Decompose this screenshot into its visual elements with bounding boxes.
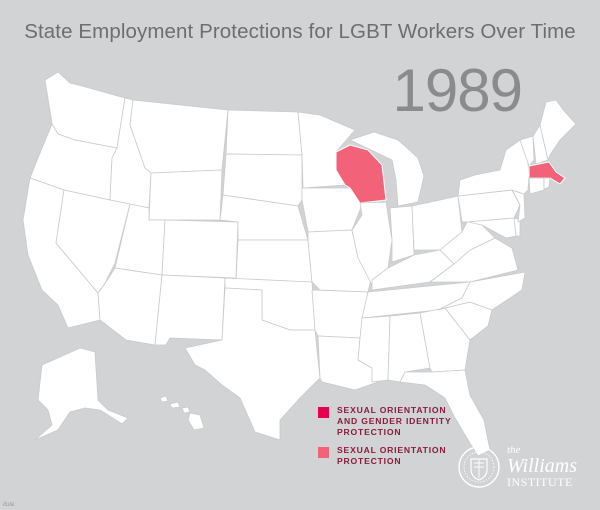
state-maine bbox=[539, 99, 577, 161]
state-hawaii bbox=[159, 395, 205, 431]
state-florida bbox=[399, 369, 491, 457]
legend-item-sexual-orientation: SEXUAL ORIENTATION PROTECTION bbox=[318, 445, 467, 467]
legend-item-gender-identity: SEXUAL ORIENTATION AND GENDER IDENTITY P… bbox=[318, 405, 467, 438]
state-north-carolina bbox=[437, 271, 526, 311]
state-arizona bbox=[97, 267, 163, 346]
state-indiana bbox=[389, 205, 415, 263]
state-maryland bbox=[467, 217, 517, 239]
brand-institute: INSTITUTE bbox=[507, 475, 573, 489]
map-title: State Employment Protections for LGBT Wo… bbox=[24, 20, 576, 43]
state-connecticut bbox=[528, 177, 545, 195]
state-arkansas bbox=[311, 289, 369, 339]
brand-name: Williams bbox=[507, 455, 578, 477]
state-wisconsin bbox=[335, 144, 387, 204]
state-colorado bbox=[161, 219, 239, 279]
legend-swatch bbox=[318, 407, 329, 418]
legend-label: SEXUAL ORIENTATION AND GENDER IDENTITY P… bbox=[337, 405, 452, 437]
state-texas bbox=[184, 287, 321, 441]
state-montana bbox=[129, 99, 229, 174]
state-new-york bbox=[457, 139, 530, 197]
seal-icon bbox=[458, 446, 500, 488]
legend-swatch bbox=[318, 447, 329, 458]
state-new-mexico bbox=[154, 274, 226, 346]
state-nevada bbox=[55, 189, 131, 294]
year-label: 1989 bbox=[392, 57, 523, 124]
state-wyoming bbox=[148, 169, 223, 221]
state-iowa bbox=[301, 187, 363, 233]
brand-the: the bbox=[507, 444, 521, 456]
state-north-dakota bbox=[225, 109, 303, 156]
state-vermont bbox=[519, 135, 535, 167]
state-michigan bbox=[349, 131, 425, 207]
corner-text: itute bbox=[3, 502, 15, 508]
state-west-virginia bbox=[439, 219, 496, 265]
williams-institute-logo: the Williams INSTITUTE bbox=[457, 445, 577, 489]
brand-text: the Williams INSTITUTE bbox=[507, 445, 577, 489]
legend: SEXUAL ORIENTATION AND GENDER IDENTITY P… bbox=[318, 405, 467, 474]
state-rhode-island bbox=[543, 177, 551, 190]
state-alaska bbox=[34, 347, 129, 441]
state-south-dakota bbox=[222, 153, 303, 207]
legend-label: SEXUAL ORIENTATION PROTECTION bbox=[337, 445, 447, 466]
state-kansas bbox=[235, 239, 313, 283]
